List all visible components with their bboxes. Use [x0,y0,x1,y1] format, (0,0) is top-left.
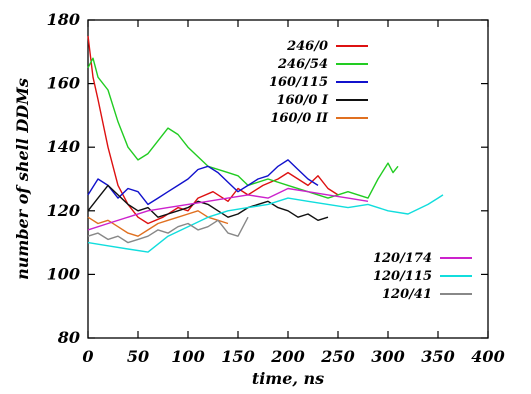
series-line-160-0-I [87,184,329,222]
series-line-246-54 [87,57,399,199]
x-tick-label: 350 [421,347,454,366]
legend-label: 120/41 [382,287,432,302]
x-axis-title: time, ns [252,369,324,388]
y-tick-label: 160 [47,74,80,93]
x-tick-label: 250 [320,347,354,366]
legend-label: 246/54 [277,57,328,72]
series-line-120-174 [87,187,369,231]
series-line-120-41 [87,216,249,244]
x-tick-label: 400 [471,347,504,366]
legend-label: 120/174 [373,251,432,266]
series-layer [87,35,444,253]
x-tick-label: 100 [171,347,204,366]
x-tick-label: 50 [127,347,149,366]
y-tick-label: 180 [47,10,80,29]
y-tick-label: 120 [47,201,80,220]
series-line-246-0 [87,35,339,225]
series-line-160-115 [87,159,319,206]
x-tick-label: 150 [221,347,254,366]
legend-top-right: 246/0 246/54 160/115 160/0 I 160/0 II [269,39,368,126]
legend-label: 160/0 I [276,93,328,108]
legend-label: 120/115 [373,269,432,284]
legend-bottom-right: 120/174 120/115 120/41 [373,251,472,302]
y-tick-label: 100 [47,264,80,283]
x-tick-label: 300 [371,347,404,366]
y-tick-label: 140 [47,137,80,156]
legend-label: 160/0 II [270,111,329,126]
y-axis-ticks: 80 100 120 140 160 180 [47,10,488,347]
legend-label: 246/0 [286,39,328,54]
plot-area [87,19,489,339]
x-tick-label: 0 [82,347,93,366]
legend-label: 160/115 [269,75,328,90]
y-tick-label: 80 [57,328,80,347]
x-tick-label: 200 [270,347,304,366]
y-axis-title: number of shell DDMs [13,78,32,280]
series-line-120-115 [87,194,444,253]
plot-frame [87,19,489,339]
